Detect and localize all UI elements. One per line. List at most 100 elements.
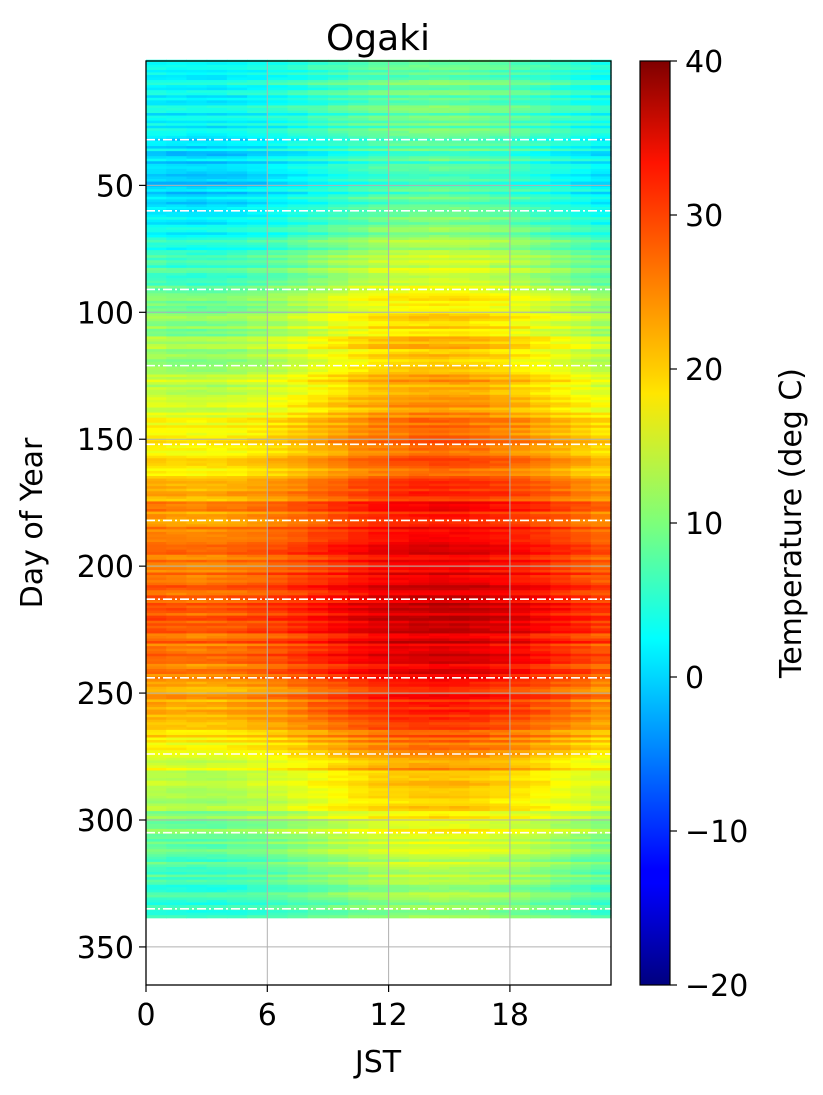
heatmap-cell	[186, 366, 208, 371]
heatmap-cell	[146, 176, 167, 180]
heatmap-cell	[509, 239, 531, 244]
heatmap-cell	[206, 219, 228, 223]
heatmap-cell	[570, 295, 592, 299]
heatmap-cell	[449, 338, 471, 343]
heatmap-cell	[388, 318, 410, 322]
heatmap-cell	[327, 201, 349, 206]
heatmap-cell	[287, 280, 309, 284]
heatmap-cell	[247, 420, 268, 424]
heatmap-cell	[247, 458, 268, 462]
heatmap-cell	[469, 247, 491, 251]
heatmap-cell	[206, 130, 228, 134]
heatmap-cell	[550, 501, 572, 505]
heatmap-cell	[186, 161, 208, 165]
heatmap-cell	[287, 387, 309, 391]
heatmap-cell	[186, 359, 208, 363]
heatmap-cell	[348, 222, 369, 226]
heatmap-cell	[287, 559, 309, 563]
heatmap-cell	[469, 463, 491, 467]
heatmap-cell	[327, 600, 349, 604]
heatmap-cell	[348, 194, 369, 198]
heatmap-cell	[489, 567, 511, 571]
heatmap-cell	[166, 465, 188, 470]
heatmap-cell	[348, 473, 369, 477]
heatmap-cell	[570, 430, 592, 434]
heatmap-cell	[247, 377, 268, 381]
heatmap-cell	[307, 153, 329, 157]
heatmap-cell	[509, 206, 531, 211]
heatmap-cell	[368, 503, 390, 508]
heatmap-cell	[388, 481, 410, 485]
heatmap-cell	[368, 399, 390, 404]
heatmap-cell	[247, 201, 268, 206]
heatmap-cell	[530, 420, 551, 424]
heatmap-cell	[449, 402, 471, 406]
heatmap-cell	[388, 392, 410, 396]
heatmap-cell	[408, 153, 430, 157]
heatmap-cell	[530, 74, 551, 79]
heatmap-cell	[327, 158, 349, 162]
heatmap-cell	[590, 392, 612, 396]
heatmap-cell	[429, 206, 450, 211]
heatmap-cell	[287, 427, 309, 431]
heatmap-cell	[348, 186, 369, 190]
heatmap-cell	[287, 120, 309, 124]
heatmap-cell	[166, 250, 188, 254]
heatmap-cell	[550, 102, 572, 107]
heatmap-cell	[388, 585, 410, 589]
heatmap-cell	[327, 252, 349, 256]
heatmap-cell	[206, 547, 228, 551]
heatmap-cell	[368, 110, 390, 114]
heatmap-cell	[449, 460, 471, 464]
heatmap-cell	[267, 387, 289, 391]
heatmap-cell	[146, 219, 167, 223]
heatmap-cell	[307, 158, 329, 162]
heatmap-cell	[327, 105, 349, 109]
heatmap-cell	[408, 369, 430, 373]
heatmap-cell	[146, 402, 167, 406]
heatmap-cell	[530, 130, 551, 134]
heatmap-cell	[307, 539, 329, 543]
heatmap-cell	[166, 323, 188, 327]
heatmap-cell	[368, 102, 390, 107]
heatmap-cells	[146, 59, 612, 919]
heatmap-cell	[550, 90, 572, 94]
heatmap-cell	[368, 265, 390, 269]
heatmap-cell	[368, 572, 390, 576]
heatmap-cell	[530, 191, 551, 195]
heatmap-cell	[146, 448, 167, 452]
heatmap-cell	[166, 153, 188, 157]
heatmap-cell	[247, 204, 268, 208]
heatmap-cell	[186, 450, 208, 454]
heatmap-cell	[429, 252, 450, 256]
heatmap-cell	[530, 90, 551, 94]
heatmap-cell	[449, 554, 471, 558]
heatmap-cell	[530, 377, 551, 381]
heatmap-cell	[368, 364, 390, 368]
heatmap-cell	[348, 105, 369, 109]
heatmap-cell	[247, 371, 268, 376]
heatmap-cell	[247, 597, 268, 602]
heatmap-cell	[146, 399, 167, 404]
heatmap-cell	[307, 321, 329, 325]
heatmap-cell	[267, 377, 289, 381]
heatmap-cell	[489, 338, 511, 343]
heatmap-cell	[206, 181, 228, 185]
heatmap-cell	[146, 105, 167, 109]
heatmap-cell	[166, 356, 188, 360]
heatmap-cell	[469, 465, 491, 470]
heatmap-cell	[550, 503, 572, 508]
heatmap-cell	[287, 199, 309, 203]
heatmap-cell	[469, 470, 491, 475]
heatmap-cell	[469, 313, 491, 317]
heatmap-cell	[287, 399, 309, 404]
heatmap-cell	[247, 331, 268, 335]
heatmap-cell	[469, 166, 491, 170]
heatmap-cell	[146, 435, 167, 439]
heatmap-cell	[469, 163, 491, 167]
heatmap-cell	[267, 407, 289, 411]
heatmap-cell	[247, 237, 268, 241]
heatmap-cell	[348, 458, 369, 462]
heatmap-cell	[186, 305, 208, 310]
heatmap-cell	[186, 501, 208, 505]
